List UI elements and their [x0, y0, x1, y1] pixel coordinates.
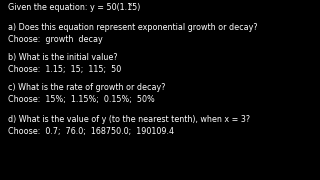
Text: c) What is the rate of growth or decay?: c) What is the rate of growth or decay? — [8, 83, 165, 92]
Text: x: x — [129, 2, 132, 7]
Text: Choose:  1.15;  15;  115;  50: Choose: 1.15; 15; 115; 50 — [8, 65, 121, 74]
Text: d) What is the value of y (to the nearest tenth), when x = 3?: d) What is the value of y (to the neares… — [8, 115, 250, 124]
Text: a) Does this equation represent exponential growth or decay?: a) Does this equation represent exponent… — [8, 23, 258, 32]
Text: Choose:  growth  decay: Choose: growth decay — [8, 35, 103, 44]
Text: Choose:  15%;  1.15%;  0.15%;  50%: Choose: 15%; 1.15%; 0.15%; 50% — [8, 95, 155, 104]
Text: b) What is the initial value?: b) What is the initial value? — [8, 53, 118, 62]
Text: Choose:  0.7;  76.0;  168750.0;  190109.4: Choose: 0.7; 76.0; 168750.0; 190109.4 — [8, 127, 174, 136]
Text: Given the equation: y = 50(1.15): Given the equation: y = 50(1.15) — [8, 3, 140, 12]
